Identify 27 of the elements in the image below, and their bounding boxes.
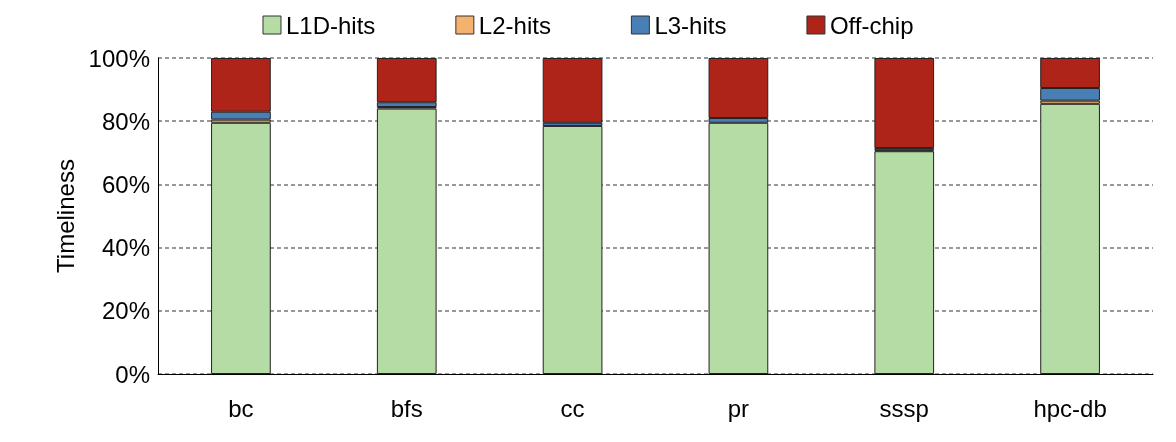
bar (874, 151, 935, 374)
bar (708, 58, 769, 119)
y-tick-label: 80% (101, 107, 150, 135)
bar (1040, 103, 1100, 374)
legend-label: L1D-hits (285, 11, 376, 39)
y-tick-label: 40% (101, 234, 150, 262)
bar (211, 122, 271, 374)
y-axis-title: Timeliness (52, 159, 80, 273)
x-tick-label: pr (727, 394, 750, 422)
bar (542, 58, 603, 123)
x-tick-label: hpc-db (1033, 394, 1107, 422)
y-tick-label: 0% (115, 360, 150, 388)
bar (708, 122, 769, 374)
y-tick-label: 20% (101, 297, 150, 325)
bar (376, 108, 437, 374)
bar (376, 58, 437, 103)
legend-label: L3-hits (654, 11, 727, 39)
bar (874, 58, 935, 149)
y-tick-label: 100% (88, 44, 150, 72)
x-tick-label: sssp (879, 394, 929, 422)
legend-label: L2-hits (478, 11, 551, 39)
legend-label: Off-chip (829, 11, 914, 39)
bar (542, 125, 603, 374)
x-tick-label: cc (560, 394, 585, 422)
y-tick-label: 60% (101, 170, 150, 198)
x-tick-label: bfs (390, 394, 423, 422)
x-tick-label: bc (228, 394, 254, 422)
